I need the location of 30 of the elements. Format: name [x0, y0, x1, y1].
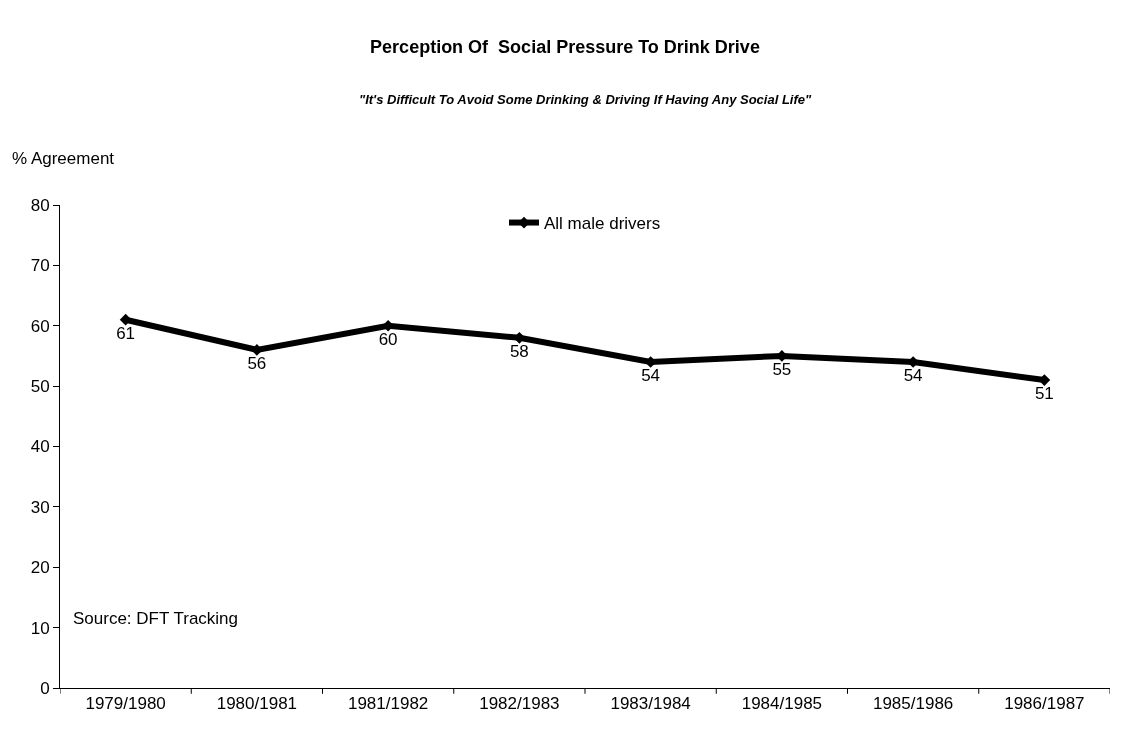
- x-tick-label: 1981/1982: [347, 694, 429, 714]
- y-tick-label: 40: [30, 437, 50, 457]
- data-label: 54: [641, 366, 661, 386]
- x-tick-label: 1984/1985: [741, 694, 823, 714]
- y-tick-label: 60: [30, 316, 50, 336]
- y-tick-label: 0: [40, 678, 50, 698]
- annotation: Source: DFT Tracking: [73, 609, 239, 628]
- y-tick-label: 70: [30, 256, 50, 276]
- x-tick-label: 1985/1986: [872, 694, 954, 714]
- data-label: 54: [903, 366, 923, 386]
- legend-label: All male drivers: [544, 214, 661, 234]
- data-label: 60: [378, 330, 398, 350]
- chart-title: Perception Of Social Pressure To Drink Drive: [370, 37, 760, 58]
- x-tick-label: 1982/1983: [479, 694, 560, 714]
- data-label: 58: [509, 342, 529, 362]
- y-tick-label: 50: [30, 377, 50, 397]
- y-tick-label: 30: [30, 497, 50, 517]
- y-axis-title: % Agreement: [12, 149, 115, 168]
- data-label: 61: [116, 324, 136, 344]
- y-tick-label: 80: [30, 195, 50, 215]
- x-tick-label: 1980/1981: [216, 694, 298, 714]
- chart-subtitle: "It's Difficult To Avoid Some Drinking & Driving If Having Any Social Life": [359, 92, 813, 107]
- x-tick-label: 1983/1984: [610, 694, 691, 714]
- data-label: 51: [1034, 384, 1054, 404]
- x-tick-label: 1986/1987: [1004, 694, 1085, 714]
- data-label: 56: [247, 354, 267, 374]
- y-tick-label: 10: [30, 618, 50, 638]
- x-tick-label: 1979/1980: [85, 694, 166, 714]
- data-label: 55: [772, 360, 792, 380]
- y-tick-label: 20: [30, 558, 50, 578]
